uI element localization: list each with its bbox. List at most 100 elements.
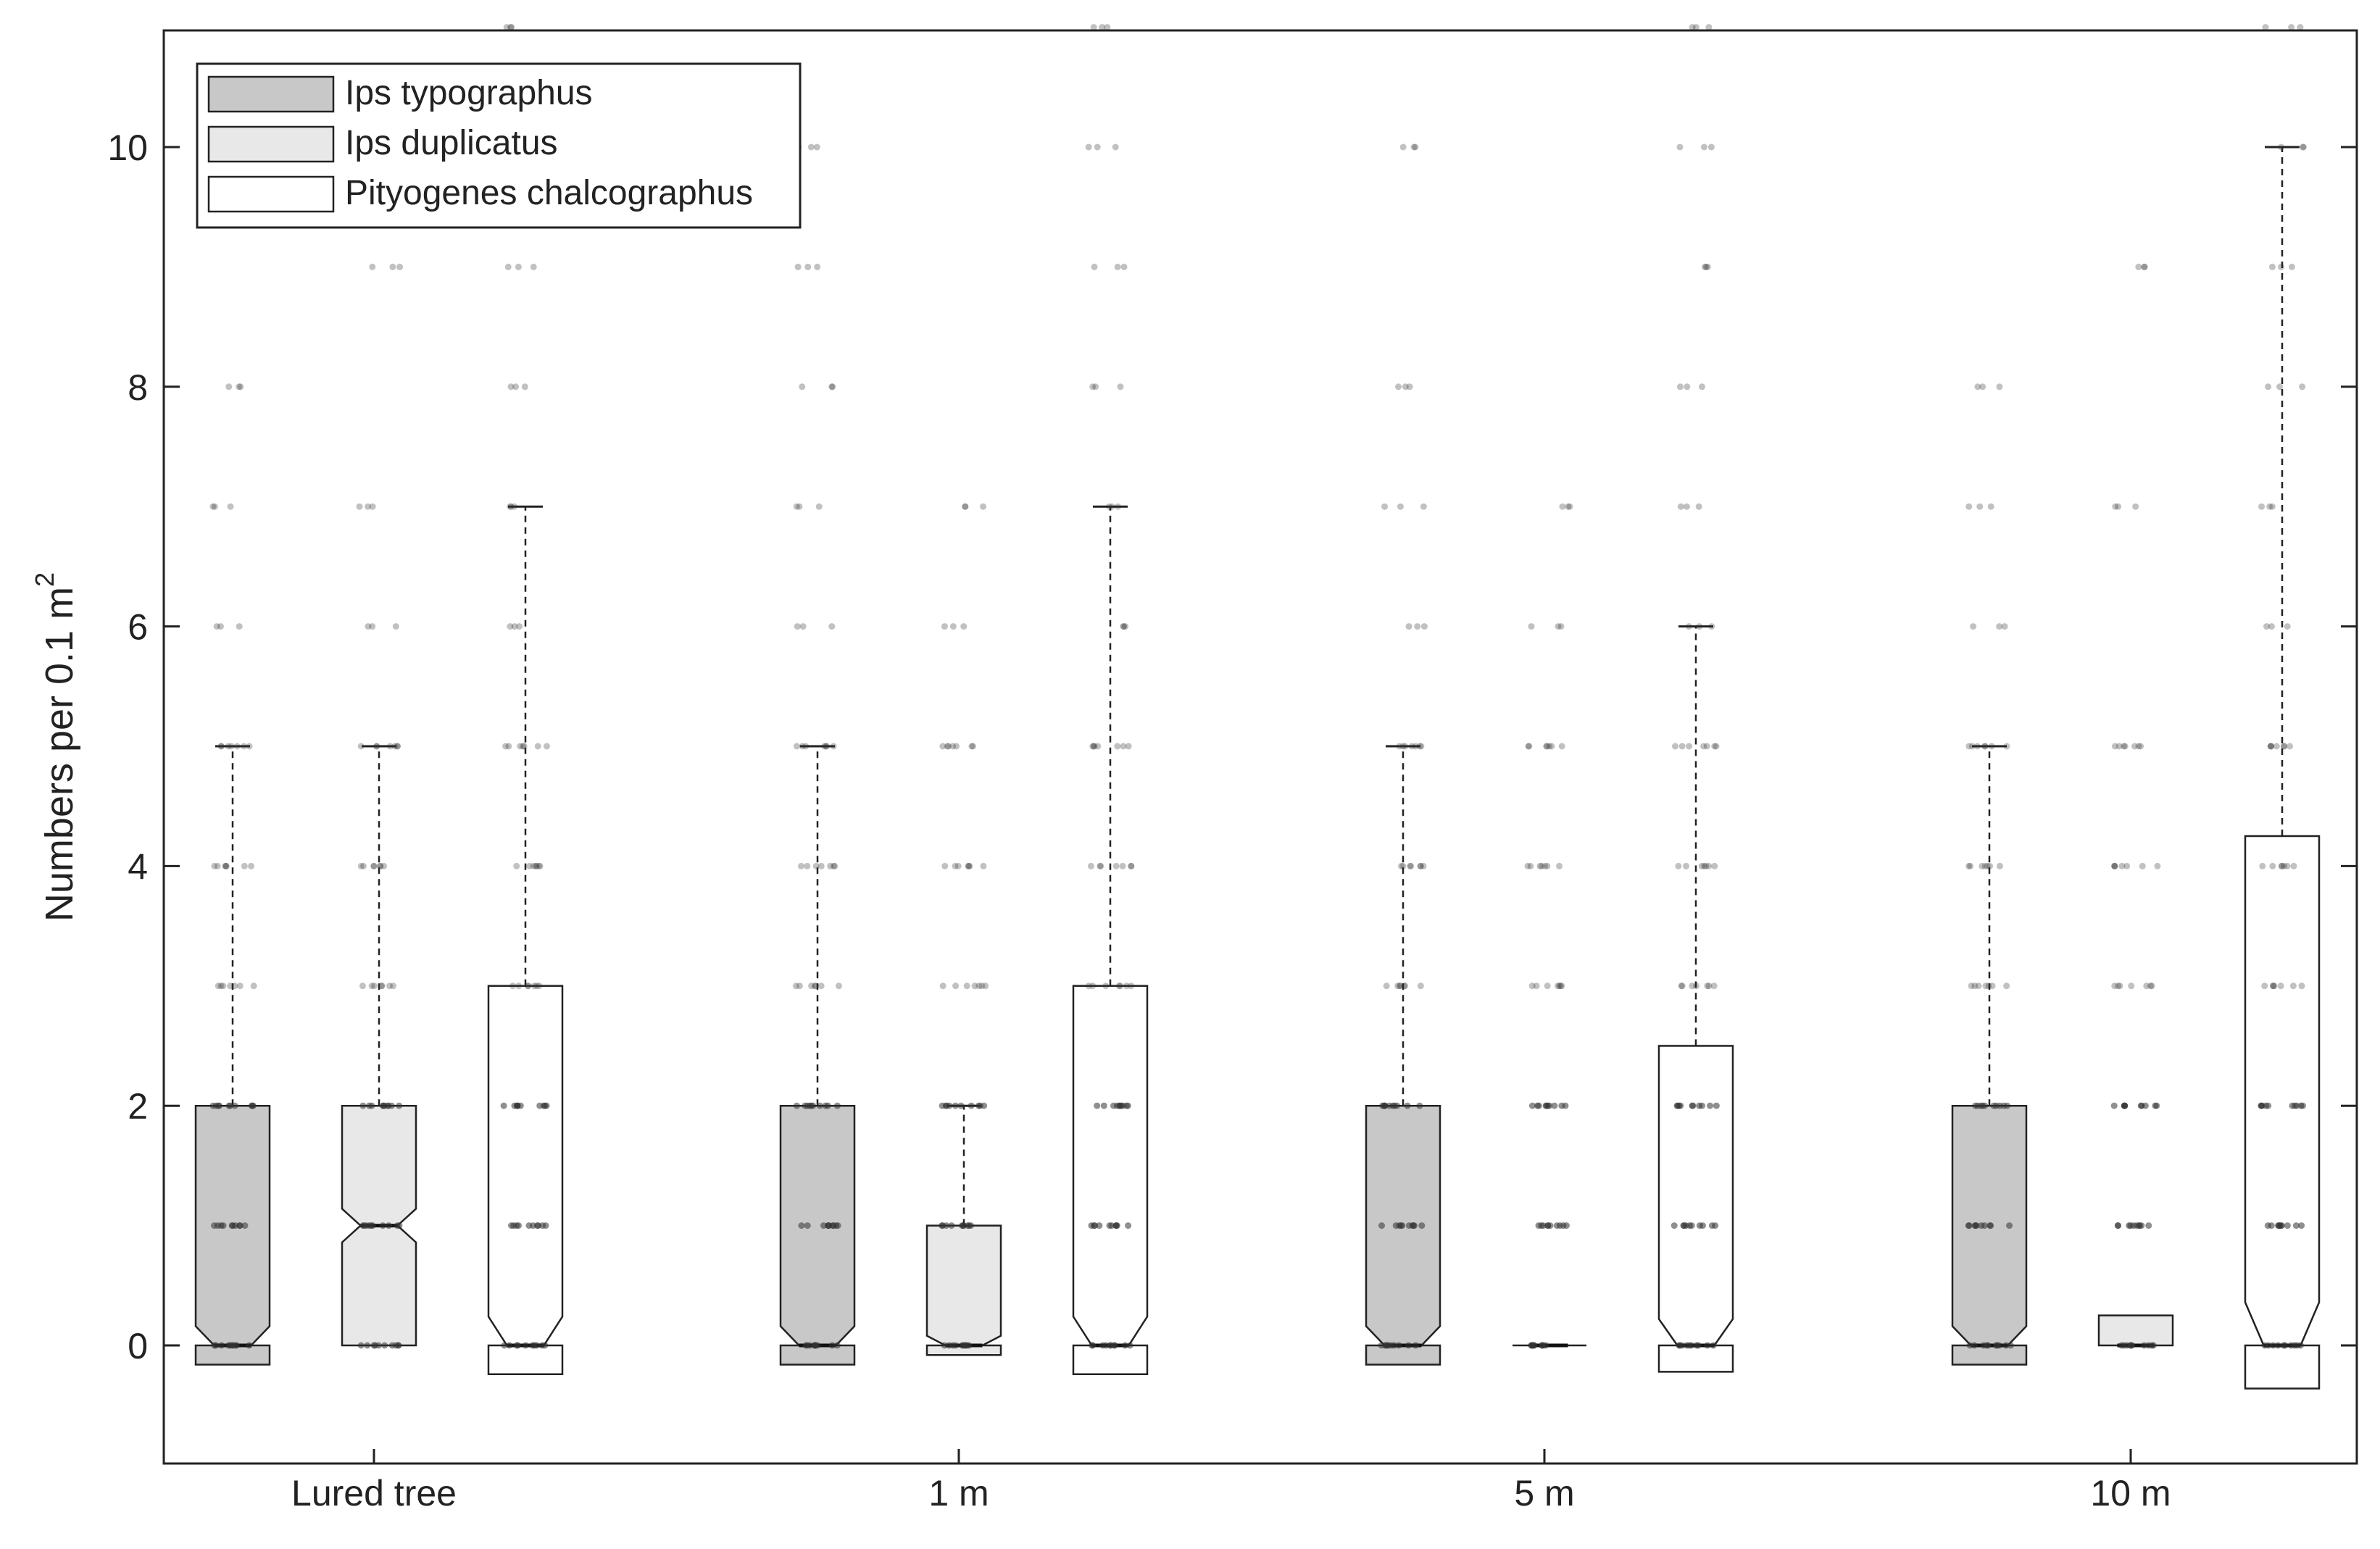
- data-point: [1675, 862, 1682, 869]
- data-point: [236, 623, 243, 630]
- data-point: [1965, 862, 1973, 869]
- data-point: [2300, 143, 2307, 151]
- box-notch-lower: [487, 1344, 564, 1375]
- data-point: [222, 862, 229, 869]
- data-point: [830, 862, 837, 869]
- box-notch-lower: [1365, 1344, 1441, 1366]
- data-point: [1401, 982, 1408, 990]
- data-point: [1542, 1102, 1549, 1109]
- data-point: [370, 862, 378, 869]
- data-point: [1417, 862, 1424, 869]
- data-point: [2135, 743, 2142, 750]
- data-point: [2114, 1222, 2121, 1229]
- data-point: [1984, 1342, 1992, 1349]
- y-axis-label-text: Numbers per 0.1 m: [38, 587, 81, 922]
- data-point: [1104, 24, 1111, 31]
- data-point: [248, 862, 255, 869]
- data-point: [2145, 1222, 2152, 1229]
- data-point: [2154, 862, 2161, 869]
- data-point: [804, 862, 811, 869]
- data-point: [385, 1222, 392, 1229]
- data-point: [517, 743, 524, 750]
- data-point: [2270, 982, 2277, 990]
- data-point: [2279, 862, 2286, 869]
- data-point: [1113, 1222, 1120, 1229]
- data-point: [507, 503, 514, 510]
- data-point: [1678, 982, 1686, 990]
- data-point: [1988, 743, 1995, 750]
- data-point: [1417, 982, 1424, 990]
- y-axis-label: Numbers per 0.1 m2: [30, 572, 81, 922]
- data-point: [380, 1102, 388, 1109]
- data-point: [2267, 743, 2274, 750]
- box: [2244, 835, 2321, 1347]
- data-point: [1096, 1222, 1103, 1229]
- data-point: [808, 982, 815, 990]
- data-point: [1544, 982, 1551, 990]
- data-point: [378, 982, 385, 990]
- data-point: [2266, 503, 2273, 510]
- data-point: [228, 1222, 236, 1229]
- data-point: [508, 24, 515, 31]
- data-point: [378, 982, 386, 990]
- data-point: [1396, 982, 1403, 990]
- data-point: [2259, 862, 2266, 869]
- data-point: [1120, 623, 1127, 630]
- data-point: [1414, 623, 1421, 630]
- data-point: [370, 862, 378, 869]
- data-point: [394, 1222, 401, 1229]
- box-notch-lower: [1657, 1344, 1734, 1373]
- data-point: [233, 743, 241, 750]
- data-point: [364, 1342, 371, 1349]
- data-point: [1676, 143, 1684, 151]
- data-point: [2141, 263, 2148, 270]
- data-point: [236, 383, 243, 391]
- data-point: [1090, 743, 1097, 750]
- data-point: [1562, 1102, 1569, 1109]
- data-point: [2261, 1342, 2268, 1349]
- data-point: [530, 263, 537, 270]
- data-point: [965, 862, 973, 869]
- data-point: [1405, 1342, 1412, 1349]
- data-point: [217, 743, 225, 750]
- data-point: [1089, 982, 1097, 990]
- data-point: [2268, 263, 2276, 270]
- data-point: [218, 1342, 225, 1349]
- data-point: [211, 503, 218, 510]
- data-point: [377, 862, 384, 869]
- data-point: [391, 743, 399, 750]
- data-point: [2121, 743, 2129, 750]
- data-point: [2111, 862, 2118, 869]
- data-point: [379, 1222, 386, 1229]
- data-point: [1555, 982, 1562, 990]
- data-point: [1683, 862, 1690, 869]
- data-point: [377, 862, 384, 869]
- data-point: [1112, 143, 1119, 151]
- data-point: [2288, 24, 2295, 31]
- data-point: [2297, 1342, 2304, 1349]
- data-point: [217, 623, 224, 630]
- data-point: [249, 1102, 256, 1109]
- data-point: [794, 263, 802, 270]
- data-point: [1107, 1342, 1114, 1349]
- data-point: [237, 383, 244, 391]
- data-point: [1704, 263, 1711, 270]
- data-point: [394, 743, 401, 750]
- data-point: [2264, 1222, 2271, 1229]
- data-point: [543, 743, 550, 750]
- data-point: [1416, 743, 1423, 750]
- data-point: [2274, 1342, 2281, 1349]
- data-point: [1710, 1342, 1717, 1349]
- data-point: [1996, 383, 2003, 391]
- data-point: [980, 503, 987, 510]
- data-point: [2278, 263, 2285, 270]
- data-point: [2123, 862, 2131, 869]
- data-point: [2287, 743, 2294, 750]
- data-point: [1981, 862, 1989, 869]
- data-point: [1705, 862, 1713, 869]
- data-point: [1685, 623, 1692, 630]
- data-point: [1094, 1102, 1101, 1109]
- data-point: [1115, 982, 1123, 990]
- data-point: [2131, 743, 2138, 750]
- data-point: [2137, 743, 2144, 750]
